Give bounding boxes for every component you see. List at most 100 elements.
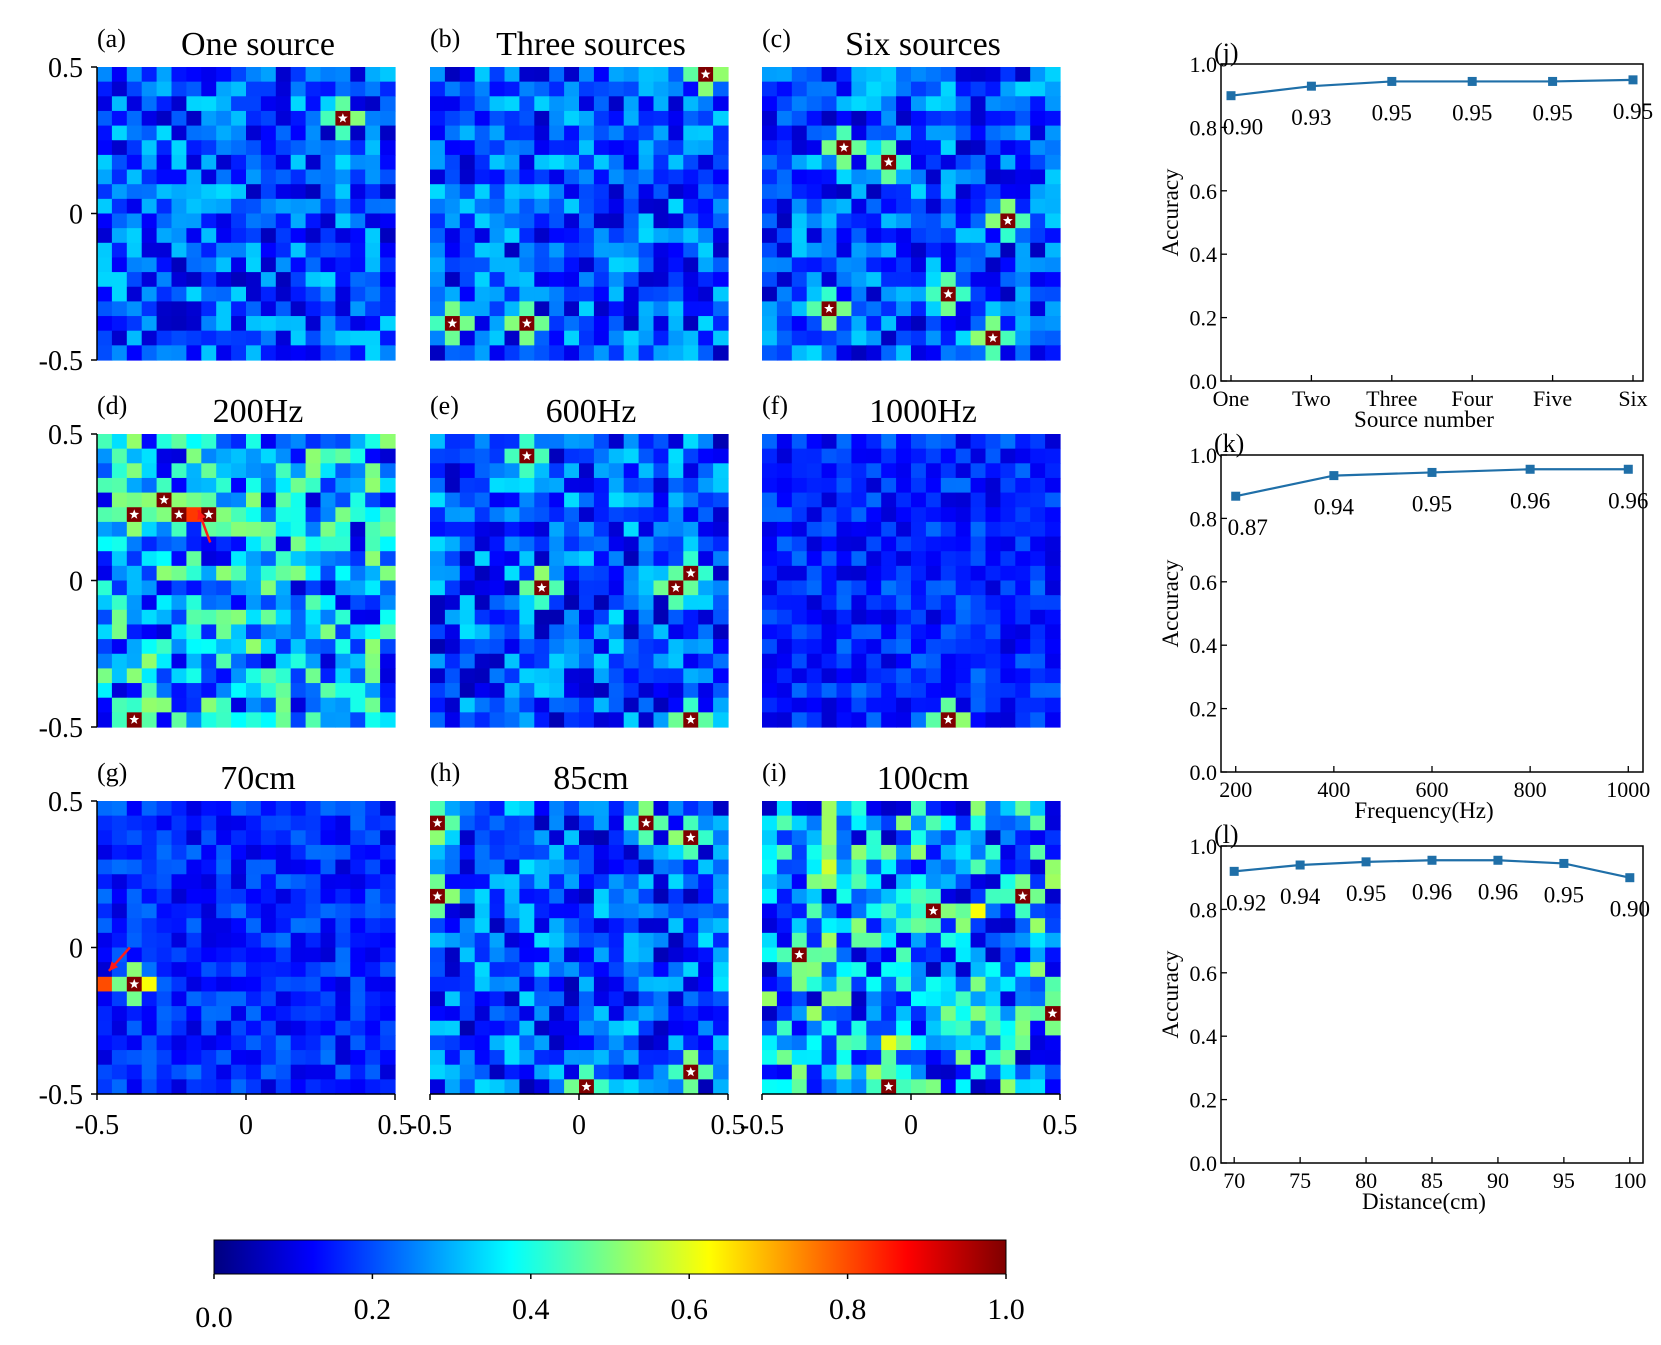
heatmap-cell: [896, 521, 912, 538]
heatmap-cell: [186, 286, 202, 302]
heatmap-cell: [698, 154, 714, 171]
heatmap-cell: [896, 536, 912, 552]
heatmap-cell: [534, 228, 550, 244]
heatmap-cell: [593, 477, 610, 494]
heatmap-cell: [246, 1020, 262, 1036]
data-point: [1231, 491, 1241, 501]
heatmap-cell: [668, 918, 684, 934]
heatmap-cell: [290, 844, 307, 861]
heatmap-cell: [216, 1064, 232, 1080]
heatmap-cell: [866, 154, 882, 171]
heatmap-cell: [762, 345, 778, 361]
heatmap-cell: [126, 903, 143, 919]
heatmap-cell: [821, 874, 838, 890]
heatmap-cell: [519, 830, 535, 846]
heatmap-cell: [911, 286, 927, 302]
heatmap-cell: [126, 257, 143, 273]
heatmap-cell: [320, 257, 336, 273]
heatmap-cell: [246, 345, 262, 361]
heatmap-cell: [683, 947, 699, 963]
heatmap-cell: [608, 888, 625, 905]
heatmap-cell: [126, 81, 143, 97]
heatmap-cell: [940, 551, 957, 567]
heatmap-cell: [350, 918, 366, 934]
heatmap-cell: [668, 198, 684, 215]
heatmap-cell: [519, 962, 535, 978]
heatmap-cell: [156, 330, 173, 346]
heatmap-cell: [216, 624, 232, 640]
heatmap-cell: [806, 624, 823, 640]
heatmap-cell: [1045, 169, 1061, 185]
heatmap-cell: [126, 301, 143, 317]
heatmap-cell: [231, 580, 247, 596]
heatmap-cell: [97, 110, 113, 127]
heatmap-cell: [985, 140, 1001, 156]
heatmap-cell: [762, 815, 778, 831]
heatmap-cell: [1045, 947, 1061, 963]
heatmap-cell: [201, 712, 217, 728]
heatmap-cell: [851, 976, 867, 993]
heatmap-cell: [141, 830, 158, 846]
heatmap-cell: [593, 81, 610, 97]
heatmap-cell: [365, 477, 381, 494]
heatmap-cell: [141, 624, 158, 640]
heatmap-cell: [97, 213, 113, 229]
data-label: 0.95: [1372, 100, 1412, 125]
heatmap-cell: [459, 257, 476, 273]
heatmap-cell: [896, 316, 912, 332]
heatmap-cell: [380, 521, 396, 538]
heatmap-cell: [955, 1035, 972, 1051]
heatmap-cell: [111, 976, 128, 993]
heatmap-cell: [698, 1035, 714, 1051]
heatmap-cell: [836, 301, 852, 317]
heatmap-cell: [335, 434, 351, 450]
heatmap-cell: [608, 859, 625, 875]
star-icon: [521, 318, 532, 328]
heatmap-cell: [593, 169, 610, 185]
heatmap-cell: [866, 213, 882, 229]
heatmap-cell: [260, 918, 277, 934]
heatmap-cell: [698, 683, 714, 699]
heatmap-cell: [940, 477, 957, 494]
heatmap-cell: [260, 903, 277, 919]
panel-label: (d): [97, 391, 127, 420]
y-tick-label: 0.2: [1190, 306, 1218, 331]
heatmap-cell: [776, 844, 793, 861]
heatmap-cell: [275, 198, 292, 215]
heatmap-cell: [171, 154, 187, 171]
heatmap-cell: [653, 301, 669, 317]
heatmap-cell: [970, 286, 987, 302]
heatmap-cell: [246, 976, 262, 993]
heatmap-cell: [320, 565, 336, 582]
heatmap-cell: [593, 668, 610, 684]
heatmap-cell: [141, 67, 158, 83]
heatmap-cell: [866, 712, 882, 728]
heatmap-cell: [925, 213, 942, 229]
heatmap-cell: [365, 1006, 381, 1022]
heatmap-cell: [955, 345, 972, 361]
heatmap-cell: [925, 521, 942, 538]
data-point: [1493, 855, 1503, 865]
heatmap-cell: [186, 565, 202, 582]
heatmap-cell: [305, 888, 322, 905]
heatmap-cell: [231, 976, 247, 993]
heatmap-cell: [534, 213, 550, 229]
heatmap-cell: [925, 932, 942, 949]
heatmap-cell: [380, 874, 396, 890]
heatmap-cell: [335, 624, 351, 640]
heatmap-cell: [186, 536, 202, 552]
heatmap-cell: [564, 903, 580, 919]
heatmap-cell: [940, 169, 957, 185]
heatmap-cell: [380, 345, 396, 361]
heatmap-cell: [290, 477, 307, 494]
heatmap-cell: [1015, 624, 1031, 640]
heatmap-cell: [836, 228, 852, 244]
heatmap-cell: [156, 140, 173, 156]
heatmap-cell: [231, 653, 247, 669]
heatmap-cell: [762, 903, 778, 919]
heatmap-cell: [275, 536, 292, 552]
heatmap-cell: [593, 1035, 610, 1051]
heatmap-cell: [474, 154, 491, 171]
heatmap-cell: [593, 844, 610, 861]
heatmap-cell: [836, 477, 852, 494]
